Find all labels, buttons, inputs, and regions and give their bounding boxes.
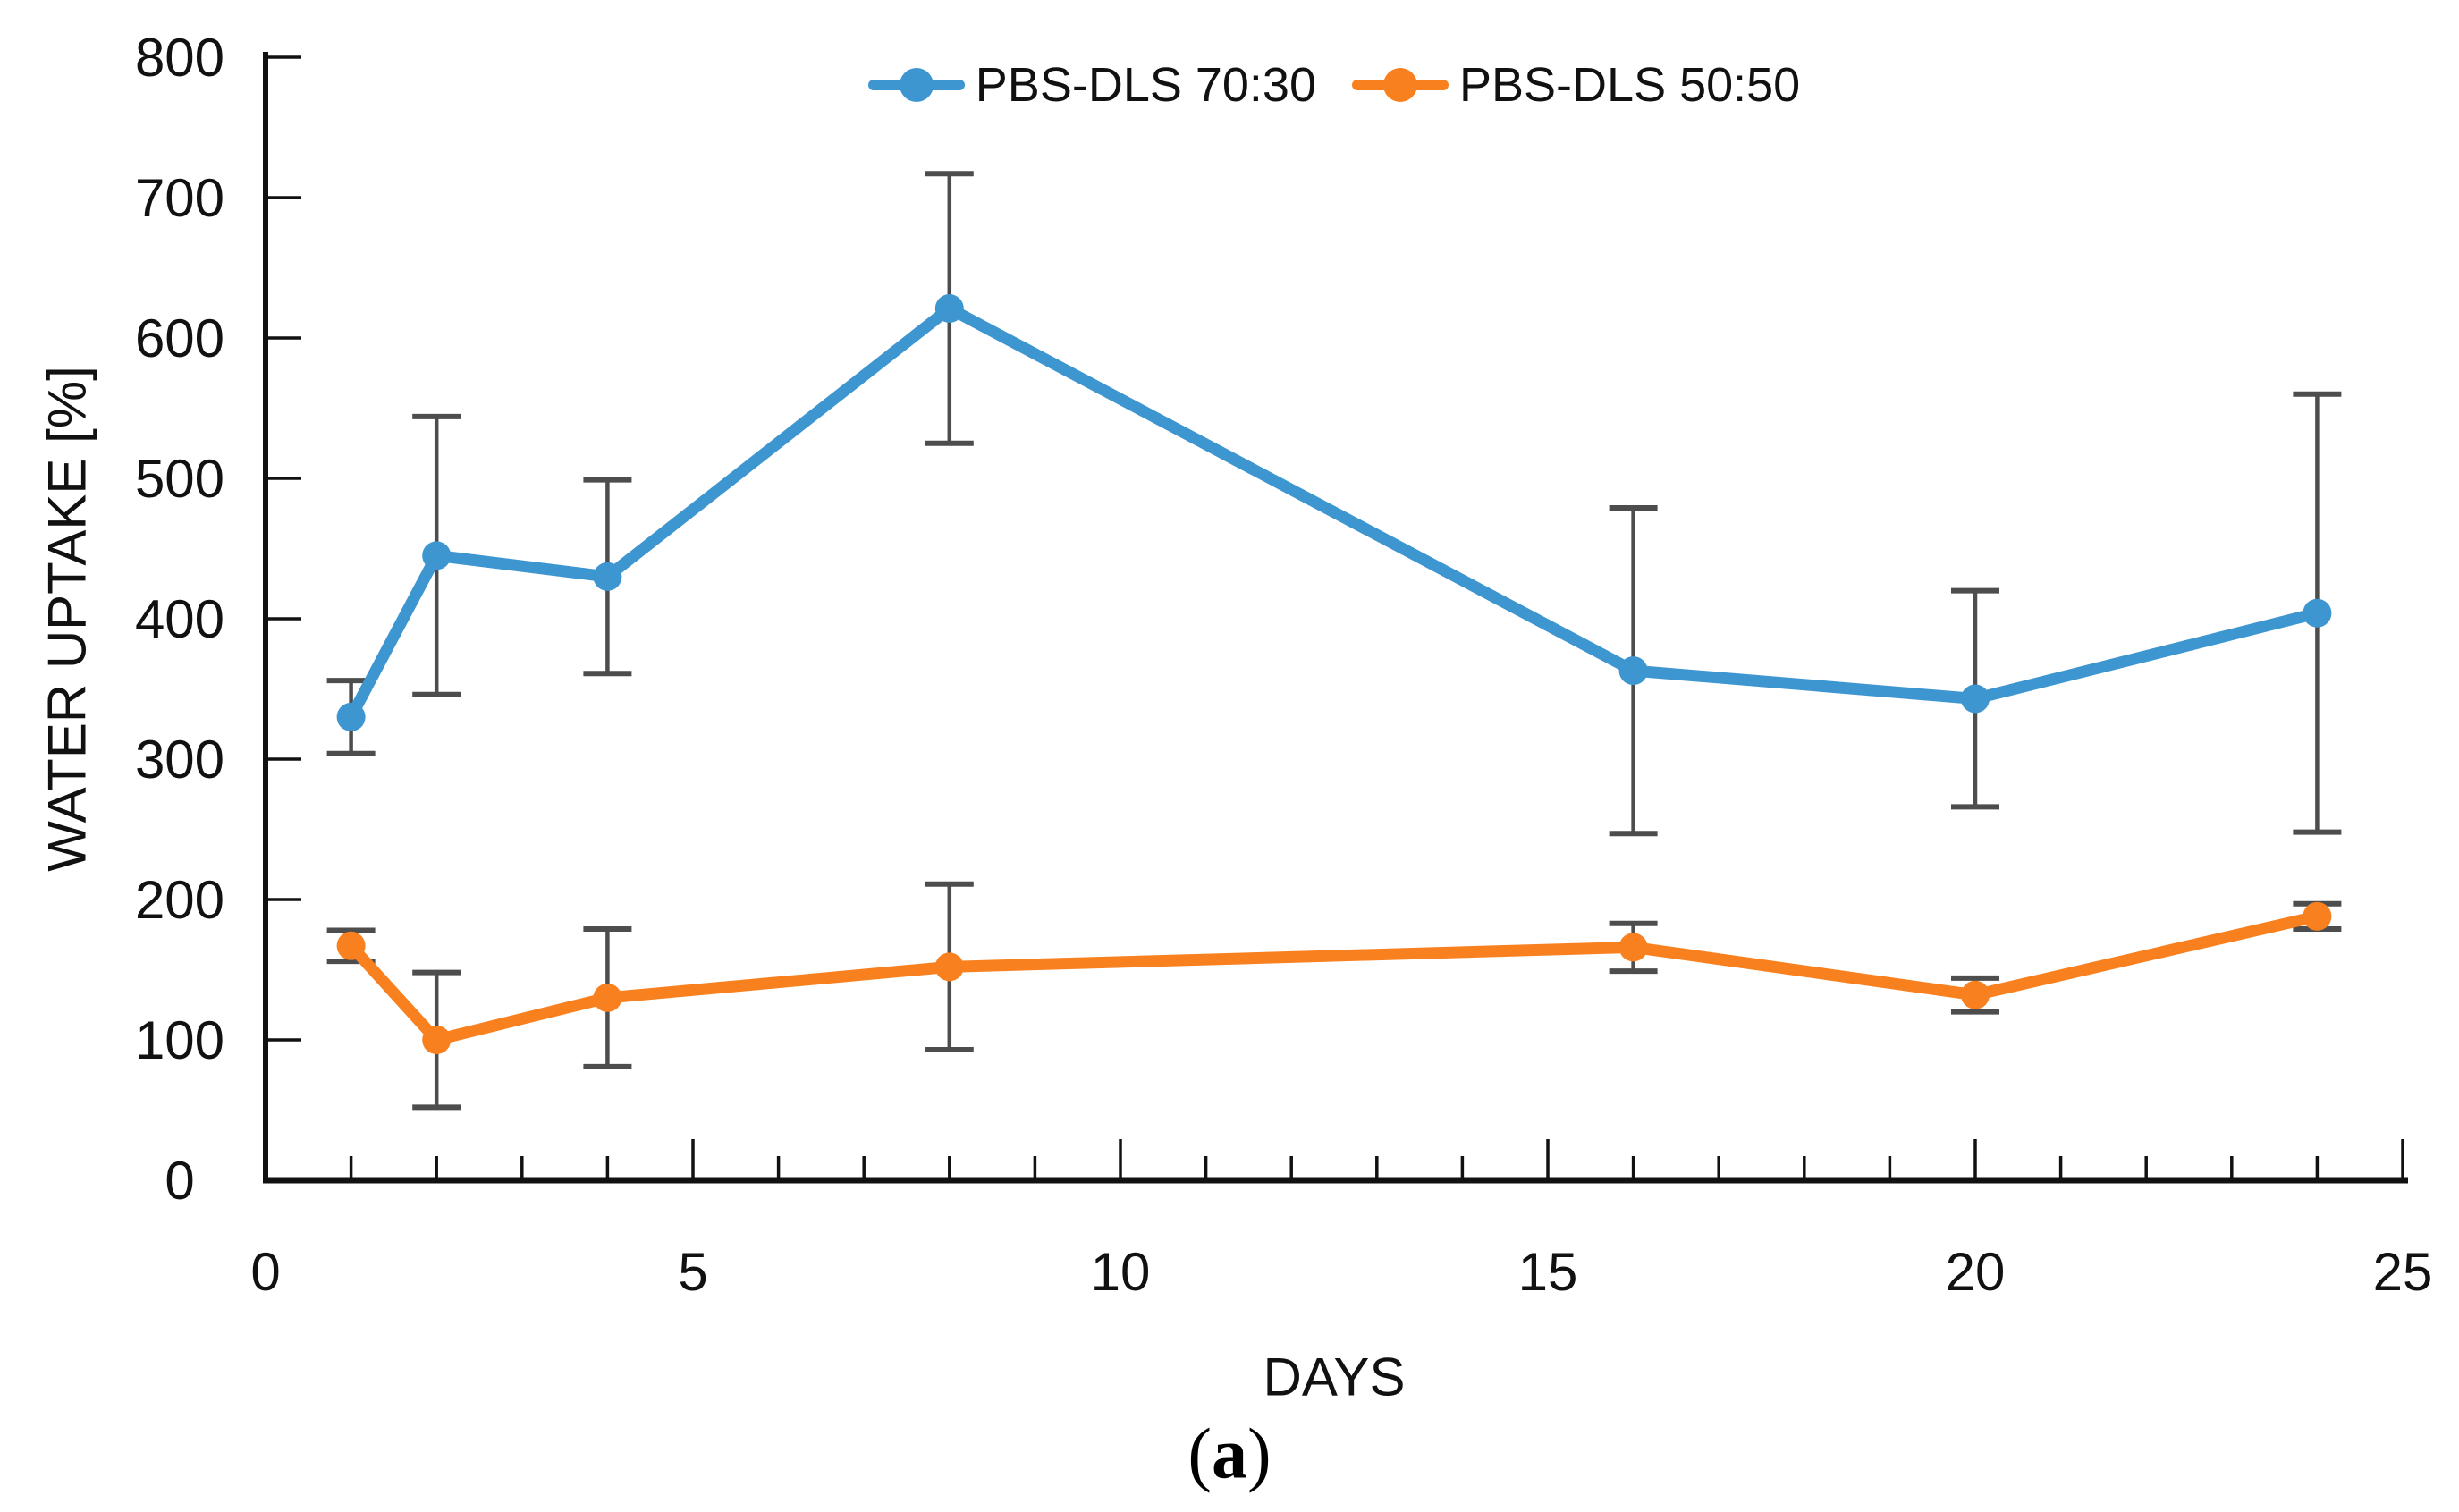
y-tick-label: 800 bbox=[135, 28, 224, 88]
caption-open-paren: ( bbox=[1187, 1415, 1212, 1494]
data-point-marker bbox=[422, 541, 452, 570]
data-point-marker bbox=[1961, 684, 1990, 714]
y-tick-label: 600 bbox=[135, 308, 224, 368]
caption-letter: a bbox=[1212, 1415, 1247, 1494]
data-point-marker bbox=[1961, 980, 1990, 1009]
data-point-marker bbox=[934, 952, 964, 982]
x-tick-label: 0 bbox=[250, 1242, 280, 1302]
data-point-marker bbox=[934, 294, 964, 324]
data-point-marker bbox=[1618, 656, 1648, 686]
x-tick-label: 5 bbox=[678, 1242, 707, 1302]
y-tick-label: 400 bbox=[135, 589, 224, 649]
x-tick-label: 10 bbox=[1091, 1242, 1151, 1302]
y-tick-label: 0 bbox=[165, 1151, 194, 1211]
data-point-marker bbox=[2303, 598, 2332, 628]
y-axis-title: WATER UPTAKE [%] bbox=[37, 366, 97, 872]
y-tick-label: 200 bbox=[135, 870, 224, 930]
caption-close-paren: ) bbox=[1247, 1415, 1272, 1494]
y-tick-label: 500 bbox=[135, 449, 224, 509]
data-point-marker bbox=[1618, 933, 1648, 962]
panel-caption: (a) bbox=[1187, 1415, 1271, 1496]
x-tick-label: 15 bbox=[1518, 1242, 1578, 1302]
data-point-marker bbox=[2303, 901, 2332, 931]
y-tick-label: 700 bbox=[135, 168, 224, 228]
series-line-pbs-dls-50-50 bbox=[345, 910, 2323, 1046]
series-line-pbs-dls-70-30 bbox=[345, 302, 2323, 723]
data-point-marker bbox=[593, 983, 622, 1012]
y-tick-label: 300 bbox=[135, 730, 224, 790]
data-point-marker bbox=[336, 931, 366, 960]
data-point-marker bbox=[422, 1026, 452, 1054]
x-tick-label: 25 bbox=[2373, 1242, 2433, 1302]
data-point-marker bbox=[593, 562, 622, 591]
x-tick-label: 20 bbox=[1946, 1242, 2006, 1302]
y-tick-label: 100 bbox=[135, 1010, 224, 1070]
x-axis-title: DAYS bbox=[1263, 1347, 1406, 1407]
data-point-marker bbox=[336, 702, 366, 731]
